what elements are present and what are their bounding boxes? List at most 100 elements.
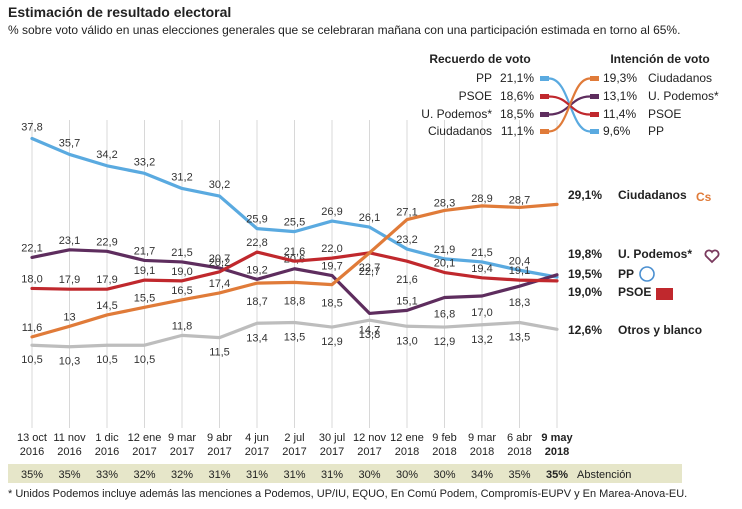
legend-transfer-curve: [548, 77, 591, 133]
legend-intencion-party: PSOE: [648, 107, 681, 121]
x-tick-label: 12 ene: [390, 432, 424, 444]
x-tick-year: 2017: [170, 446, 194, 458]
x-tick-label: 9 abr: [207, 432, 232, 444]
abstencion-value: 32%: [133, 469, 155, 481]
psoe-logo-icon: [656, 288, 673, 300]
abstencion-value: 35%: [508, 469, 530, 481]
data-label: 20,1: [434, 258, 455, 270]
legend-recuerdo-party: PSOE: [459, 89, 492, 103]
x-tick-year: 2018: [507, 446, 531, 458]
abstencion-value: 30%: [433, 469, 455, 481]
abstencion-value: 34%: [471, 469, 493, 481]
data-label: 21,9: [434, 244, 455, 256]
abstencion-band: [8, 464, 682, 483]
data-label: 14,5: [96, 300, 117, 312]
abstencion-value: 35%: [546, 469, 568, 481]
legend-recuerdo-party: PP: [476, 71, 492, 85]
legend-intencion-value: 11,4%: [603, 107, 636, 121]
data-label: 18,3: [509, 297, 530, 309]
x-tick-year: 2018: [470, 446, 494, 458]
x-tick-label: 13 oct: [17, 432, 47, 444]
chart-subtitle: % sobre voto válido en unas elecciones g…: [8, 23, 681, 37]
data-label: 19,7: [321, 261, 342, 273]
data-label: 10,5: [21, 354, 42, 366]
abstencion-value: 35%: [21, 469, 43, 481]
abstencion-value: 31%: [208, 469, 230, 481]
x-tick-label: 9 feb: [432, 432, 456, 444]
data-label: 21,5: [171, 247, 192, 259]
data-label: 34,2: [96, 149, 117, 161]
data-label: 28,3: [434, 197, 455, 209]
series-line-pp: [30, 136, 559, 279]
data-label: 12,9: [321, 336, 342, 348]
x-tick-year: 2018: [395, 446, 419, 458]
x-tick-year: 2017: [320, 446, 344, 458]
data-label: 10,5: [134, 354, 155, 366]
data-label: 14,7: [359, 324, 380, 336]
data-label: 37,8: [21, 122, 42, 134]
data-label: 18,5: [321, 298, 342, 310]
legend-intencion-value: 13,1%: [603, 89, 637, 103]
series-line-psoe: [30, 250, 559, 291]
data-label: 15,1: [396, 295, 417, 307]
abstencion-value: 31%: [246, 469, 268, 481]
data-label: 18,7: [246, 296, 267, 308]
data-label: 20,2: [209, 257, 230, 269]
x-tick-year: 2017: [245, 446, 269, 458]
data-label: 22,9: [96, 236, 117, 248]
chart-title: Estimación de resultado electoral: [8, 4, 232, 20]
data-label: 22,7: [359, 266, 380, 278]
data-label: 13,0: [396, 335, 417, 347]
x-tick-label: 9 mar: [468, 432, 496, 444]
series-line-u-podemos: [30, 248, 559, 316]
end-value-otros-y-blanco: 12,6%: [568, 323, 602, 337]
x-tick-year: 2017: [132, 446, 156, 458]
data-label: 13,8: [359, 329, 380, 341]
abstencion-value: 32%: [171, 469, 193, 481]
legend-intencion-value: 19,3%: [603, 71, 637, 85]
data-label: 10,5: [96, 354, 117, 366]
data-label: 21,5: [471, 247, 492, 259]
data-label: 13,5: [509, 332, 530, 344]
data-label: 11,8: [172, 320, 193, 332]
pp-logo-icon: [639, 266, 655, 282]
data-label: 21,7: [134, 245, 155, 257]
data-label: 21,6: [396, 274, 417, 286]
data-label: 26,9: [321, 206, 342, 218]
legend-recuerdo-swatch: [540, 94, 549, 99]
data-label: 23,2: [396, 234, 417, 246]
series-line-otros-y-blanco: [30, 318, 559, 349]
data-label: 35,7: [59, 137, 80, 149]
data-label: 15,5: [134, 292, 155, 304]
x-tick-year: 2017: [207, 446, 231, 458]
data-label: 17,0: [471, 307, 492, 319]
x-tick-label: 9 mar: [168, 432, 196, 444]
legend-intencion-party: PP: [648, 124, 664, 138]
x-tick-label: 9 may: [541, 432, 573, 444]
legend-intencion-party: U. Podemos*: [648, 89, 719, 103]
legend-recuerdo-swatch: [540, 112, 549, 117]
x-tick-year: 2016: [20, 446, 44, 458]
series-line-ciudadanos: [30, 202, 559, 339]
end-label-psoe: PSOE: [618, 285, 651, 299]
x-tick-label: 6 abr: [507, 432, 532, 444]
data-label: 22,1: [21, 242, 42, 254]
end-label-otros-y-blanco: Otros y blanco: [618, 323, 702, 337]
data-label: 30,2: [209, 179, 230, 191]
abstencion-value: 33%: [96, 469, 118, 481]
legend-recuerdo-value: 18,6%: [500, 89, 534, 103]
data-label: 17,4: [209, 278, 230, 290]
legend-recuerdo-value: 18,5%: [500, 107, 534, 121]
abstencion-value: 31%: [321, 469, 343, 481]
data-label: 19,4: [471, 263, 492, 275]
data-label: 22,7: [359, 262, 380, 274]
abstencion-value: 30%: [396, 469, 418, 481]
legend-recuerdo-swatch: [540, 76, 549, 81]
data-label: 25,9: [246, 214, 267, 226]
legend-recuerdo-party: U. Podemos*: [421, 107, 492, 121]
x-tick-year: 2018: [545, 446, 569, 458]
legend-intencion-party: Ciudadanos: [648, 71, 712, 85]
abstencion-value: 35%: [58, 469, 80, 481]
end-label-ciudadanos: Ciudadanos: [618, 188, 687, 202]
data-label: 33,2: [134, 156, 155, 168]
